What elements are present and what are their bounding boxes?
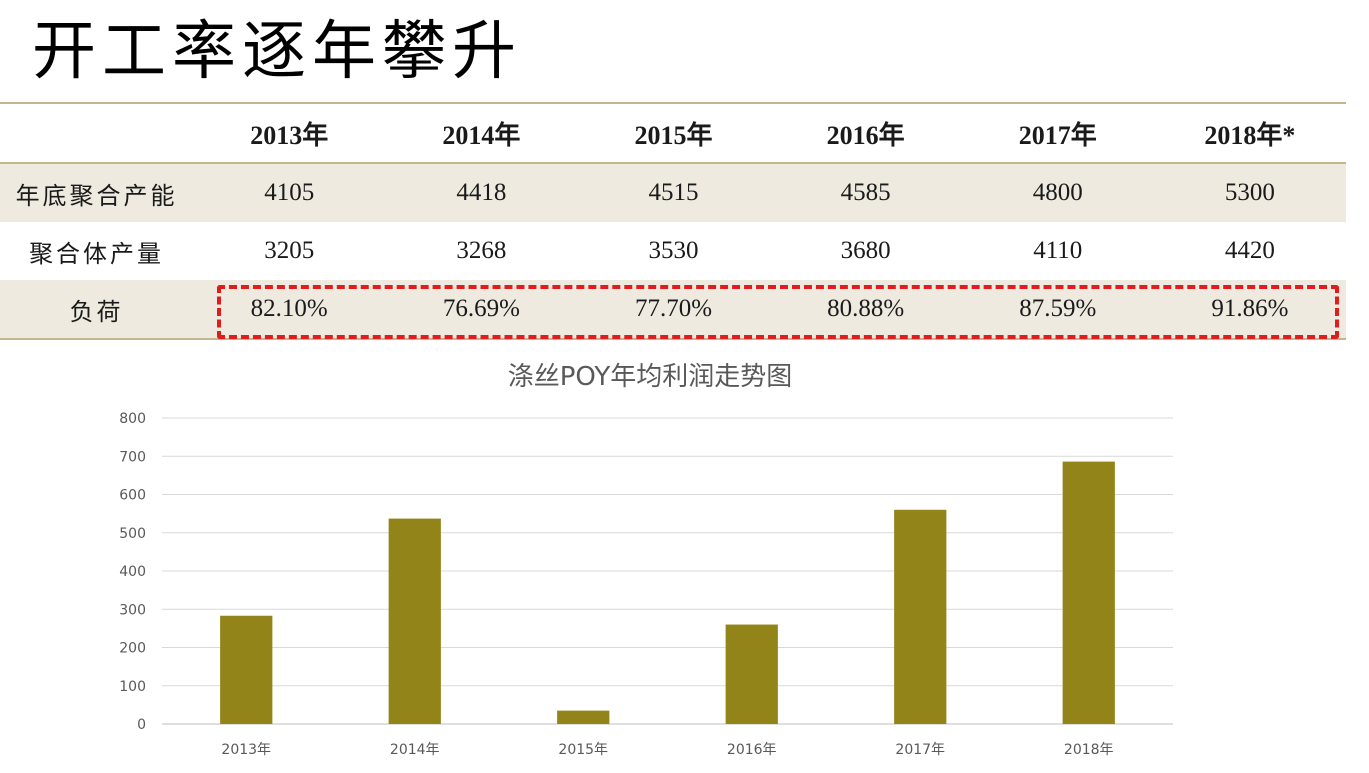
y-tick-label: 300 [119,602,146,618]
table-cell: 3268 [456,237,507,264]
y-tick-label: 800 [119,411,146,427]
row-label: 负荷 [0,280,194,340]
table-row: 负荷 82.10% 76.69% 77.70% 80.88% 87.59% 91… [0,280,1346,340]
table-cell: 4418 [385,163,578,222]
table-cell: 4110 [1033,237,1083,264]
y-axis: 0 100 200 300 400 500 600 700 800 [119,411,146,733]
x-tick-label: 2013年 [221,742,271,758]
header-cell [0,104,194,164]
table-cell: 77.70% [577,280,770,340]
bar [557,710,610,724]
table-header-row: 2013年 2014年 2015年 2016年 2017年 2018年* [0,104,1346,164]
table-cell: 80.88% [769,280,962,340]
table-cell: 3680 [840,237,891,264]
bar [388,518,441,724]
capacity-table: 2013年 2014年 2015年 2016年 2017年 2018年* 年底聚… [0,104,1346,340]
row-label: 聚合体产量 [29,239,165,268]
table-cell: 87.59% [961,280,1154,340]
y-tick-label: 600 [119,488,146,504]
table-row: 聚合体产量 3205 3268 3530 3680 4110 4420 [0,222,1346,280]
y-tick-label: 400 [119,564,146,580]
header-cell: 2016年 [769,104,962,164]
table-cell: 4420 [1224,237,1275,264]
header-cell: 2014年 [385,104,578,164]
x-axis: 2013年 2014年 2015年 2016年 2017年 2018年 [221,742,1113,758]
x-tick-label: 2017年 [895,742,945,758]
chart-title: 涤丝POY年均利润走势图 [507,362,793,392]
table-cell: 4515 [577,163,770,222]
table-cell: 4800 [961,163,1154,222]
table-cell: 4585 [769,163,962,222]
x-tick-label: 2014年 [390,742,440,758]
header-cell: 2018年* [1153,104,1346,164]
y-tick-label: 0 [137,717,146,733]
y-tick-label: 200 [119,641,146,657]
table-cell: 5300 [1153,163,1346,222]
row-label: 年底聚合产能 [0,163,194,222]
table-row: 年底聚合产能 4105 4418 4515 4585 4800 5300 [0,163,1346,222]
x-tick-label: 2016年 [727,742,777,758]
table-top-rule [0,102,1346,104]
x-tick-label: 2015年 [558,742,608,758]
bar [1062,461,1115,724]
y-tick-label: 700 [119,449,146,465]
table-cell: 82.10% [193,280,386,340]
table-cell: 4105 [193,163,386,222]
y-tick-label: 500 [119,526,146,542]
header-cell: 2013年 [193,104,386,164]
bar [894,509,947,724]
page-title: 开工率逐年攀升 [32,15,522,89]
chart-gridlines [162,417,1173,725]
x-tick-label: 2018年 [1064,742,1114,758]
profit-bar-chart: 0 100 200 300 400 500 600 700 800 2013年 2014年 2015… [119,411,1173,758]
header-cell: 2017年 [961,104,1154,164]
header-cell: 2015年 [577,104,770,164]
bar [220,615,273,724]
table-cell: 91.86% [1153,280,1346,340]
table-cell: 3205 [264,237,315,264]
table-cell: 3530 [648,237,699,264]
bar [725,624,778,724]
chart-bars [220,461,1115,724]
table-cell: 76.69% [385,280,578,340]
y-tick-label: 100 [119,679,146,695]
